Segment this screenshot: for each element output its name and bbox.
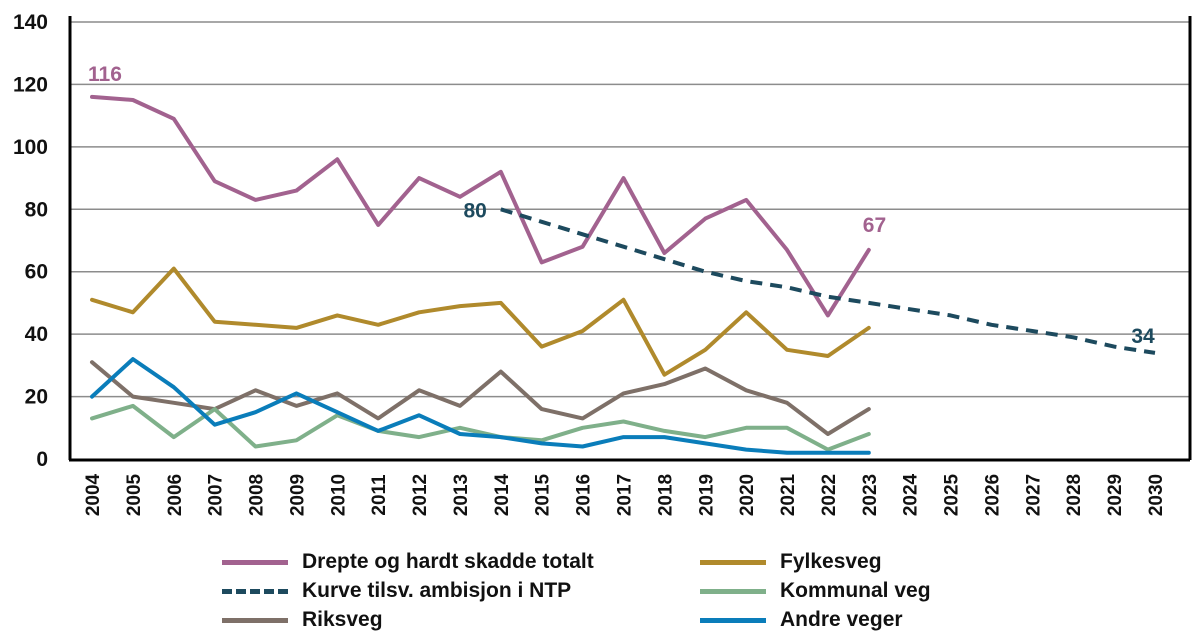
x-tick-label: 2016: [574, 474, 595, 516]
legend-swatch: [222, 617, 288, 623]
x-tick-label: 2006: [165, 474, 186, 516]
x-tick-label: 2012: [410, 474, 431, 516]
y-tick-label: 20: [25, 386, 48, 409]
series-line-kurve-tilsv-ambisjon-i-ntp: [500, 207, 1156, 355]
x-tick-label: 2027: [1023, 474, 1044, 516]
y-tick-label: 120: [13, 73, 48, 96]
x-tick-label: 2015: [533, 473, 554, 516]
x-tick-label: 2025: [942, 473, 963, 516]
legend-swatch: [700, 617, 766, 623]
legend-label: Drepte og hardt skadde totalt: [302, 550, 594, 573]
x-tick-label: 2023: [860, 474, 881, 516]
x-tick-label: 2007: [206, 474, 227, 516]
legend-item-ntp: Kurve tilsv. ambisjon i NTP: [222, 576, 571, 606]
legend-item-andre-veger: Andre veger: [700, 605, 903, 635]
y-tick-label: 60: [25, 261, 48, 284]
x-tick-label: 2021: [778, 473, 799, 516]
y-tick-label: 40: [25, 323, 48, 346]
x-tick-label: 2022: [819, 474, 840, 516]
annotation-label: 34: [1131, 325, 1155, 348]
y-tick-label: 0: [36, 448, 48, 471]
x-tick-label: 2010: [328, 474, 349, 516]
x-tick-label: 2018: [655, 474, 676, 516]
gridlines: [70, 21, 1190, 398]
x-tick-label: 2030: [1146, 474, 1167, 516]
series-lines: [90, 94, 1156, 455]
x-tick-label: 2020: [737, 474, 758, 516]
x-tick-label: 2017: [615, 474, 636, 516]
x-tick-label: 2019: [696, 474, 717, 516]
legend-swatch: [700, 588, 766, 594]
x-tick-label: 2029: [1105, 474, 1126, 516]
legend-item-total: Drepte og hardt skadde totalt: [222, 547, 594, 577]
x-axis-ticks: 2004 2005 2006 2007 2008 2009 2010 2011 2012 2013…: [83, 473, 1167, 516]
legend-label: Kurve tilsv. ambisjon i NTP: [302, 579, 572, 602]
y-tick-label: 100: [13, 136, 48, 159]
y-tick-label: 140: [13, 11, 48, 34]
data-annotations: 116 80 67 34: [88, 63, 1155, 348]
legend-swatch: [222, 588, 288, 594]
series-line-fylkesveg: [90, 266, 871, 377]
series-line-andre-veger: [90, 357, 871, 455]
legend-label: Riksveg: [302, 608, 383, 631]
annotation-label: 67: [863, 214, 886, 237]
x-tick-label: 2014: [492, 473, 513, 516]
x-tick-label: 2005: [124, 473, 145, 516]
legend-item-riksveg: Riksveg: [222, 605, 383, 635]
x-tick-label: 2026: [982, 474, 1003, 516]
legend-swatch: [222, 559, 288, 565]
legend-item-kommunal-veg: Kommunal veg: [700, 576, 931, 606]
series-line-drepte-og-hardt-skadde-totalt: [90, 94, 871, 318]
x-tick-label: 2009: [287, 474, 308, 516]
x-tick-label: 2011: [369, 474, 390, 516]
legend-label: Kommunal veg: [780, 579, 931, 602]
annotation-label: 80: [463, 199, 486, 222]
y-axis-ticks: 0 20 40 60 80 100 120 140: [13, 11, 48, 471]
x-tick-label: 2028: [1064, 474, 1085, 516]
x-tick-label: 2024: [901, 473, 922, 516]
x-tick-label: 2013: [451, 474, 472, 516]
legend-label: Fylkesveg: [780, 550, 882, 573]
series-line-riksveg: [90, 360, 871, 436]
y-tick-label: 80: [25, 198, 48, 221]
x-tick-label: 2008: [247, 474, 268, 516]
x-tick-label: 2004: [83, 473, 104, 516]
legend-swatch: [700, 559, 766, 565]
legend-label: Andre veger: [780, 608, 903, 631]
legend-item-fylkesveg: Fylkesveg: [700, 547, 882, 577]
series-line-kommunal-veg: [90, 403, 871, 452]
annotation-label: 116: [88, 63, 122, 86]
